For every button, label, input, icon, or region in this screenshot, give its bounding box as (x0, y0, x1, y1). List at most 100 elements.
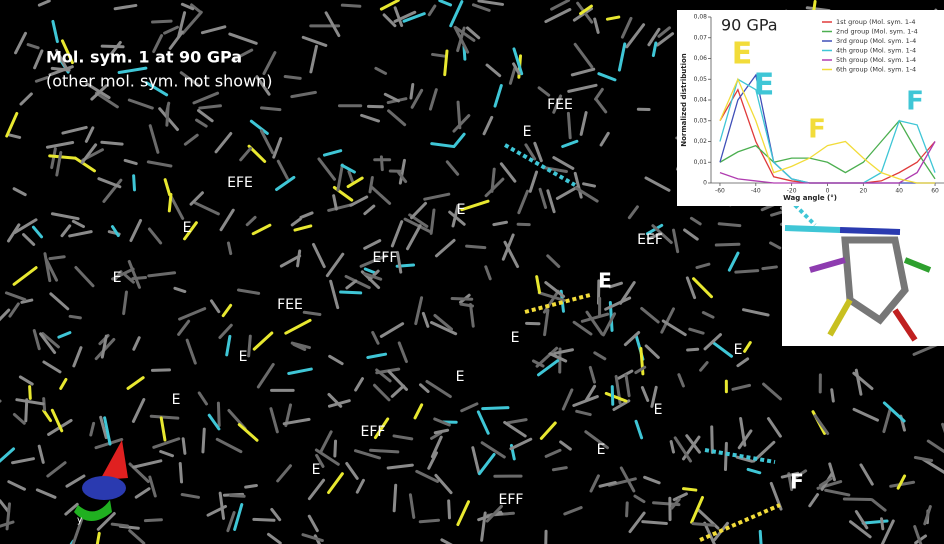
bond (763, 267, 777, 269)
y-tick-label: 0,07 (694, 34, 708, 41)
bond (719, 224, 740, 226)
x-tick-label: -20 (787, 188, 797, 195)
bond (420, 520, 438, 522)
bond (230, 495, 244, 496)
y-tick-label: 0,03 (694, 117, 708, 124)
chart-annotation: E (732, 37, 753, 72)
structure-label: E (597, 442, 606, 458)
x-tick-label: 40 (895, 188, 903, 195)
structure-label: F (790, 470, 804, 494)
bond (145, 520, 161, 521)
bond (627, 503, 628, 516)
y-tick-label: 0,06 (694, 55, 708, 62)
molecule-inset (782, 206, 944, 346)
bond (262, 108, 280, 110)
y-tick-label: 0,04 (694, 97, 708, 104)
x-tick-label: -40 (751, 188, 761, 195)
bond (553, 468, 566, 470)
bond (716, 244, 739, 245)
bond (298, 251, 300, 266)
structure-label: E (113, 270, 122, 286)
bond (285, 77, 300, 79)
bond (102, 142, 122, 144)
structure-label: EFF (499, 492, 524, 508)
bond (568, 113, 570, 137)
structure-label: E (312, 462, 321, 478)
bond (452, 299, 472, 300)
bond (30, 387, 31, 399)
structure-label: E (598, 269, 612, 293)
bond (70, 316, 80, 318)
bond (134, 176, 135, 190)
bond (844, 499, 870, 500)
structure-label: FEE (277, 297, 303, 313)
y-tick-label: 0,01 (694, 159, 708, 166)
bond (26, 400, 27, 421)
bond (411, 85, 413, 98)
bond (712, 427, 713, 453)
bond (169, 194, 171, 210)
structure-label: E (457, 202, 466, 218)
bond (736, 271, 758, 273)
structure-label: EFE (227, 175, 253, 191)
structure-label: EFF (373, 250, 398, 266)
bond (112, 524, 127, 526)
structure-label: E (523, 124, 532, 140)
bond (840, 230, 900, 232)
bond (545, 531, 546, 544)
figure: FEEEEFEEEEEFEFFEEFEEEEEEEEEFFEEFEFF Mol.… (0, 0, 944, 544)
bond (449, 501, 450, 518)
y-tick-label: 0,05 (694, 76, 708, 83)
legend-label: 1st group (Mol. sym. 1-4 (836, 18, 915, 26)
subtitle: (other mol. sym. not shown) (46, 72, 273, 91)
chart-annotation: F (906, 87, 924, 117)
chart-annotation: E (754, 68, 775, 103)
inset-chart: 90 GPa Wag angle (°) Normalized distribu… (677, 10, 944, 206)
bond (693, 524, 714, 526)
legend-label: 4th group (Mol. sym. 1-4 (836, 47, 916, 55)
bond (461, 304, 473, 306)
bond (483, 408, 508, 409)
structure-label: E (511, 330, 520, 346)
legend-label: 5th group (Mol. sym. 1-4 (836, 56, 916, 64)
structure-label: E (172, 392, 181, 408)
bond (153, 21, 172, 22)
bond (371, 450, 398, 452)
axis-label: y (77, 516, 83, 526)
structure-label: E (456, 369, 465, 385)
page: FEEEEFEEEEEFEFFEEFEEEEEEEEEFFEEFEFF Mol.… (0, 0, 944, 544)
bond (785, 228, 840, 230)
legend-label: 2nd group (Mol. sym. 1-4 (836, 28, 918, 36)
x-tick-label: 0 (826, 188, 830, 195)
bond (458, 102, 460, 128)
bond (882, 519, 883, 529)
legend-label: 3rd group (Mol. sym. 1-4 (836, 37, 916, 45)
bond (254, 519, 274, 520)
structure-label: E (239, 349, 248, 365)
structure-label: E (654, 402, 663, 418)
bond (180, 464, 181, 482)
bond (246, 485, 257, 487)
bond (683, 489, 695, 490)
y-tick-label: 0,08 (694, 14, 708, 21)
bond (643, 522, 667, 524)
bond (342, 5, 360, 6)
x-tick-label: 20 (860, 188, 868, 195)
bond (760, 531, 761, 544)
chart-annotation: F (808, 115, 826, 145)
bond (688, 349, 698, 350)
bond (341, 292, 361, 293)
bond (394, 485, 396, 510)
y-tick-label: 0 (703, 180, 707, 187)
chart-title: 90 GPa (721, 16, 778, 35)
structure-label: EEF (637, 232, 663, 248)
bond (433, 54, 446, 56)
bond (50, 257, 64, 259)
structure-label: EFF (361, 424, 386, 440)
x-tick-label: -60 (715, 188, 725, 195)
bond (183, 439, 185, 454)
bond (725, 443, 726, 469)
legend-label: 6th group (Mol. sym. 1-4 (836, 66, 916, 74)
x-tick-label: 60 (931, 188, 939, 195)
bond (335, 441, 336, 456)
